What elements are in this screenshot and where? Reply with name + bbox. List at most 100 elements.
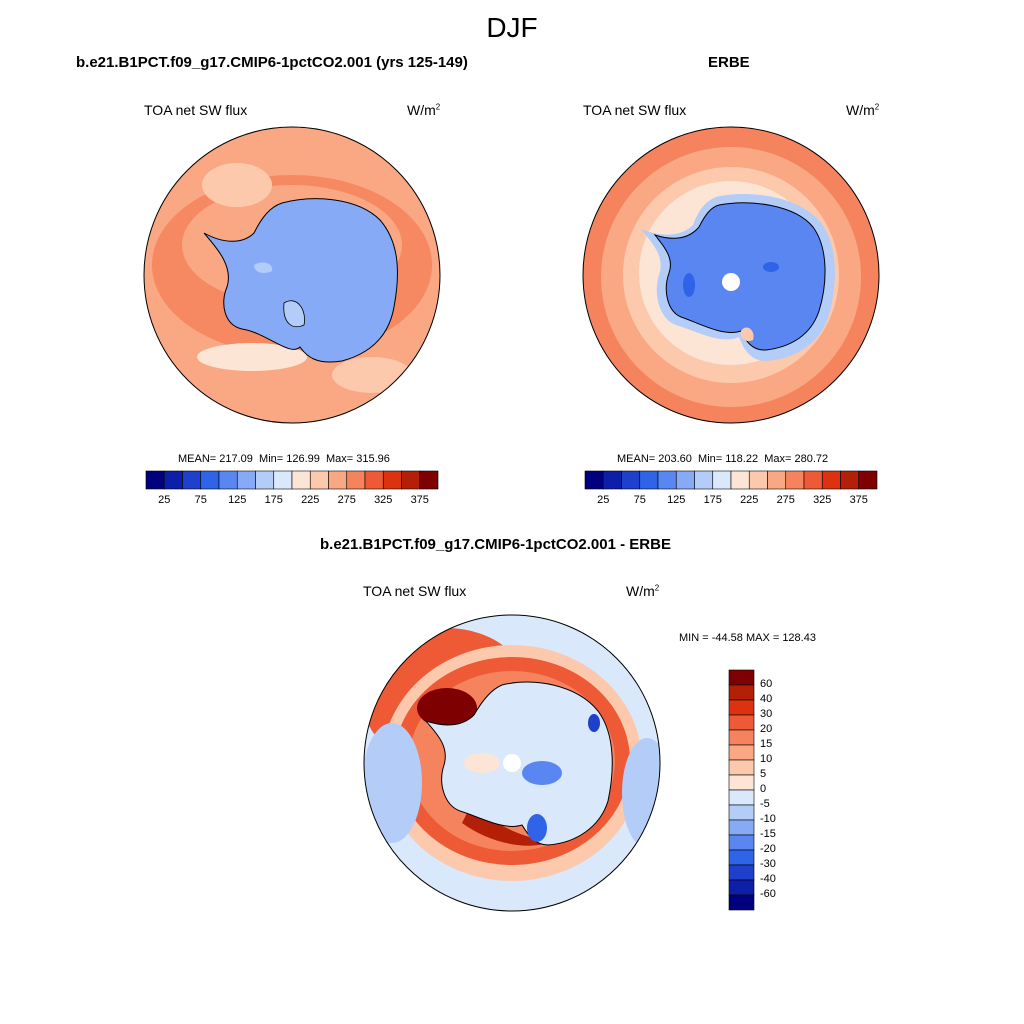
diff-colorbar (728, 669, 755, 911)
model-panel-title: b.e21.B1PCT.f09_g17.CMIP6-1pctCO2.001 (y… (76, 54, 468, 71)
season-title: DJF (486, 12, 538, 43)
colorbar-swatch (728, 774, 755, 791)
colorbar-tick-label: 75 (633, 494, 646, 506)
colorbar-swatch (803, 470, 823, 490)
colorbar-tick-label: 125 (228, 494, 247, 506)
colorbar-swatch (728, 879, 755, 896)
model-ross-shelf (283, 300, 305, 328)
colorbar-swatch (182, 470, 202, 490)
colorbar-swatch (145, 470, 165, 490)
model-colorbar-ticks: 25 75 125 175 225 275 325 375 (146, 494, 438, 510)
diff-colorbar-ticks: 60 40 30 20 15 10 5 0 -5 -10 -15 -20 -30 -40 -60 (760, 670, 800, 910)
colorbar-swatch (419, 470, 439, 490)
colorbar-swatch (728, 714, 755, 731)
diff-polar-map (363, 614, 661, 912)
colorbar-swatch (821, 470, 841, 490)
diff-east-low (622, 738, 660, 848)
colorbar-swatch (767, 470, 787, 490)
colorbar-swatch (728, 744, 755, 761)
model-map-border (143, 126, 441, 424)
colorbar-tick-label: 60 (760, 678, 773, 690)
diff-west-low (364, 723, 422, 843)
model-interior-patch (254, 262, 273, 273)
colorbar-tick-label: 25 (597, 494, 610, 506)
colorbar-tick-label: -40 (760, 873, 776, 885)
colorbar-tick-label: -10 (760, 813, 776, 825)
model-patch-2 (197, 343, 307, 371)
obs-antarctica (653, 202, 826, 351)
diff-pole-gap (503, 754, 521, 772)
colorbar-swatch (728, 759, 755, 776)
colorbar-swatch (382, 470, 402, 490)
colorbar-swatch (346, 470, 366, 490)
diff-ross-high (462, 803, 552, 846)
colorbar-swatch (218, 470, 238, 490)
diff-units-label: W/m2 (626, 583, 660, 599)
colorbar-tick-label: 175 (703, 494, 722, 506)
colorbar-swatch (728, 864, 755, 881)
colorbar-swatch (712, 470, 732, 490)
obs-colorbar-ticks: 25 75 125 175 225 275 325 375 (585, 494, 877, 510)
colorbar-tick-label: -15 (760, 828, 776, 840)
colorbar-swatch (728, 729, 755, 746)
obs-var-label: TOA net SW flux (583, 102, 687, 118)
obs-colorbar (584, 470, 878, 490)
colorbar-tick-label: 275 (776, 494, 795, 506)
diff-map-border (363, 614, 661, 912)
colorbar-swatch (858, 470, 878, 490)
diff-var-label: TOA net SW flux (363, 583, 467, 599)
colorbar-tick-label: 15 (760, 738, 773, 750)
colorbar-tick-label: 40 (760, 693, 773, 705)
colorbar-tick-label: 325 (813, 494, 832, 506)
colorbar-swatch (621, 470, 641, 490)
colorbar-swatch (728, 849, 755, 866)
colorbar-tick-label: 30 (760, 708, 773, 720)
colorbar-tick-label: 5 (760, 768, 767, 780)
obs-panel-title: ERBE (708, 54, 750, 71)
colorbar-tick-label: 10 (760, 753, 773, 765)
diff-interior-low-3 (588, 714, 600, 732)
colorbar-swatch (785, 470, 805, 490)
model-patch-1 (202, 163, 272, 207)
colorbar-tick-label: 225 (740, 494, 759, 506)
colorbar-tick-label: 20 (760, 723, 773, 735)
model-polar-map (143, 126, 441, 424)
diff-peninsula-peak (417, 688, 477, 728)
obs-pole-gap (722, 273, 740, 291)
colorbar-swatch (730, 470, 750, 490)
colorbar-tick-label: -5 (760, 798, 770, 810)
colorbar-swatch (728, 804, 755, 821)
colorbar-swatch (728, 699, 755, 716)
obs-ross-notch (740, 327, 754, 341)
model-patch-3 (332, 357, 412, 393)
colorbar-tick-label: -60 (760, 888, 776, 900)
colorbar-swatch (728, 669, 755, 686)
obs-plateau-low-1 (763, 262, 779, 272)
colorbar-swatch (309, 470, 329, 490)
colorbar-swatch (728, 819, 755, 836)
colorbar-swatch (236, 470, 256, 490)
colorbar-swatch (748, 470, 768, 490)
colorbar-swatch (163, 470, 183, 490)
colorbar-tick-label: 75 (194, 494, 207, 506)
colorbar-swatch (694, 470, 714, 490)
obs-plateau-low-2 (683, 273, 695, 297)
colorbar-tick-label: 375 (410, 494, 429, 506)
model-stats: MEAN= 217.09 Min= 126.99 Max= 315.96 (178, 453, 390, 465)
diff-interior-low-2 (527, 814, 547, 842)
colorbar-swatch (728, 789, 755, 806)
colorbar-swatch (602, 470, 622, 490)
colorbar-swatch (328, 470, 348, 490)
colorbar-swatch (657, 470, 677, 490)
colorbar-swatch (401, 470, 421, 490)
obs-map-border (582, 126, 880, 424)
colorbar-swatch (273, 470, 293, 490)
colorbar-swatch (584, 470, 604, 490)
diff-interior-low-1 (522, 761, 562, 785)
obs-polar-map (582, 126, 880, 424)
diff-interior-high (464, 753, 500, 773)
colorbar-swatch (728, 834, 755, 851)
obs-units-label: W/m2 (846, 102, 880, 118)
colorbar-swatch (675, 470, 695, 490)
diff-minmax: MIN = -44.58 MAX = 128.43 (679, 632, 816, 644)
